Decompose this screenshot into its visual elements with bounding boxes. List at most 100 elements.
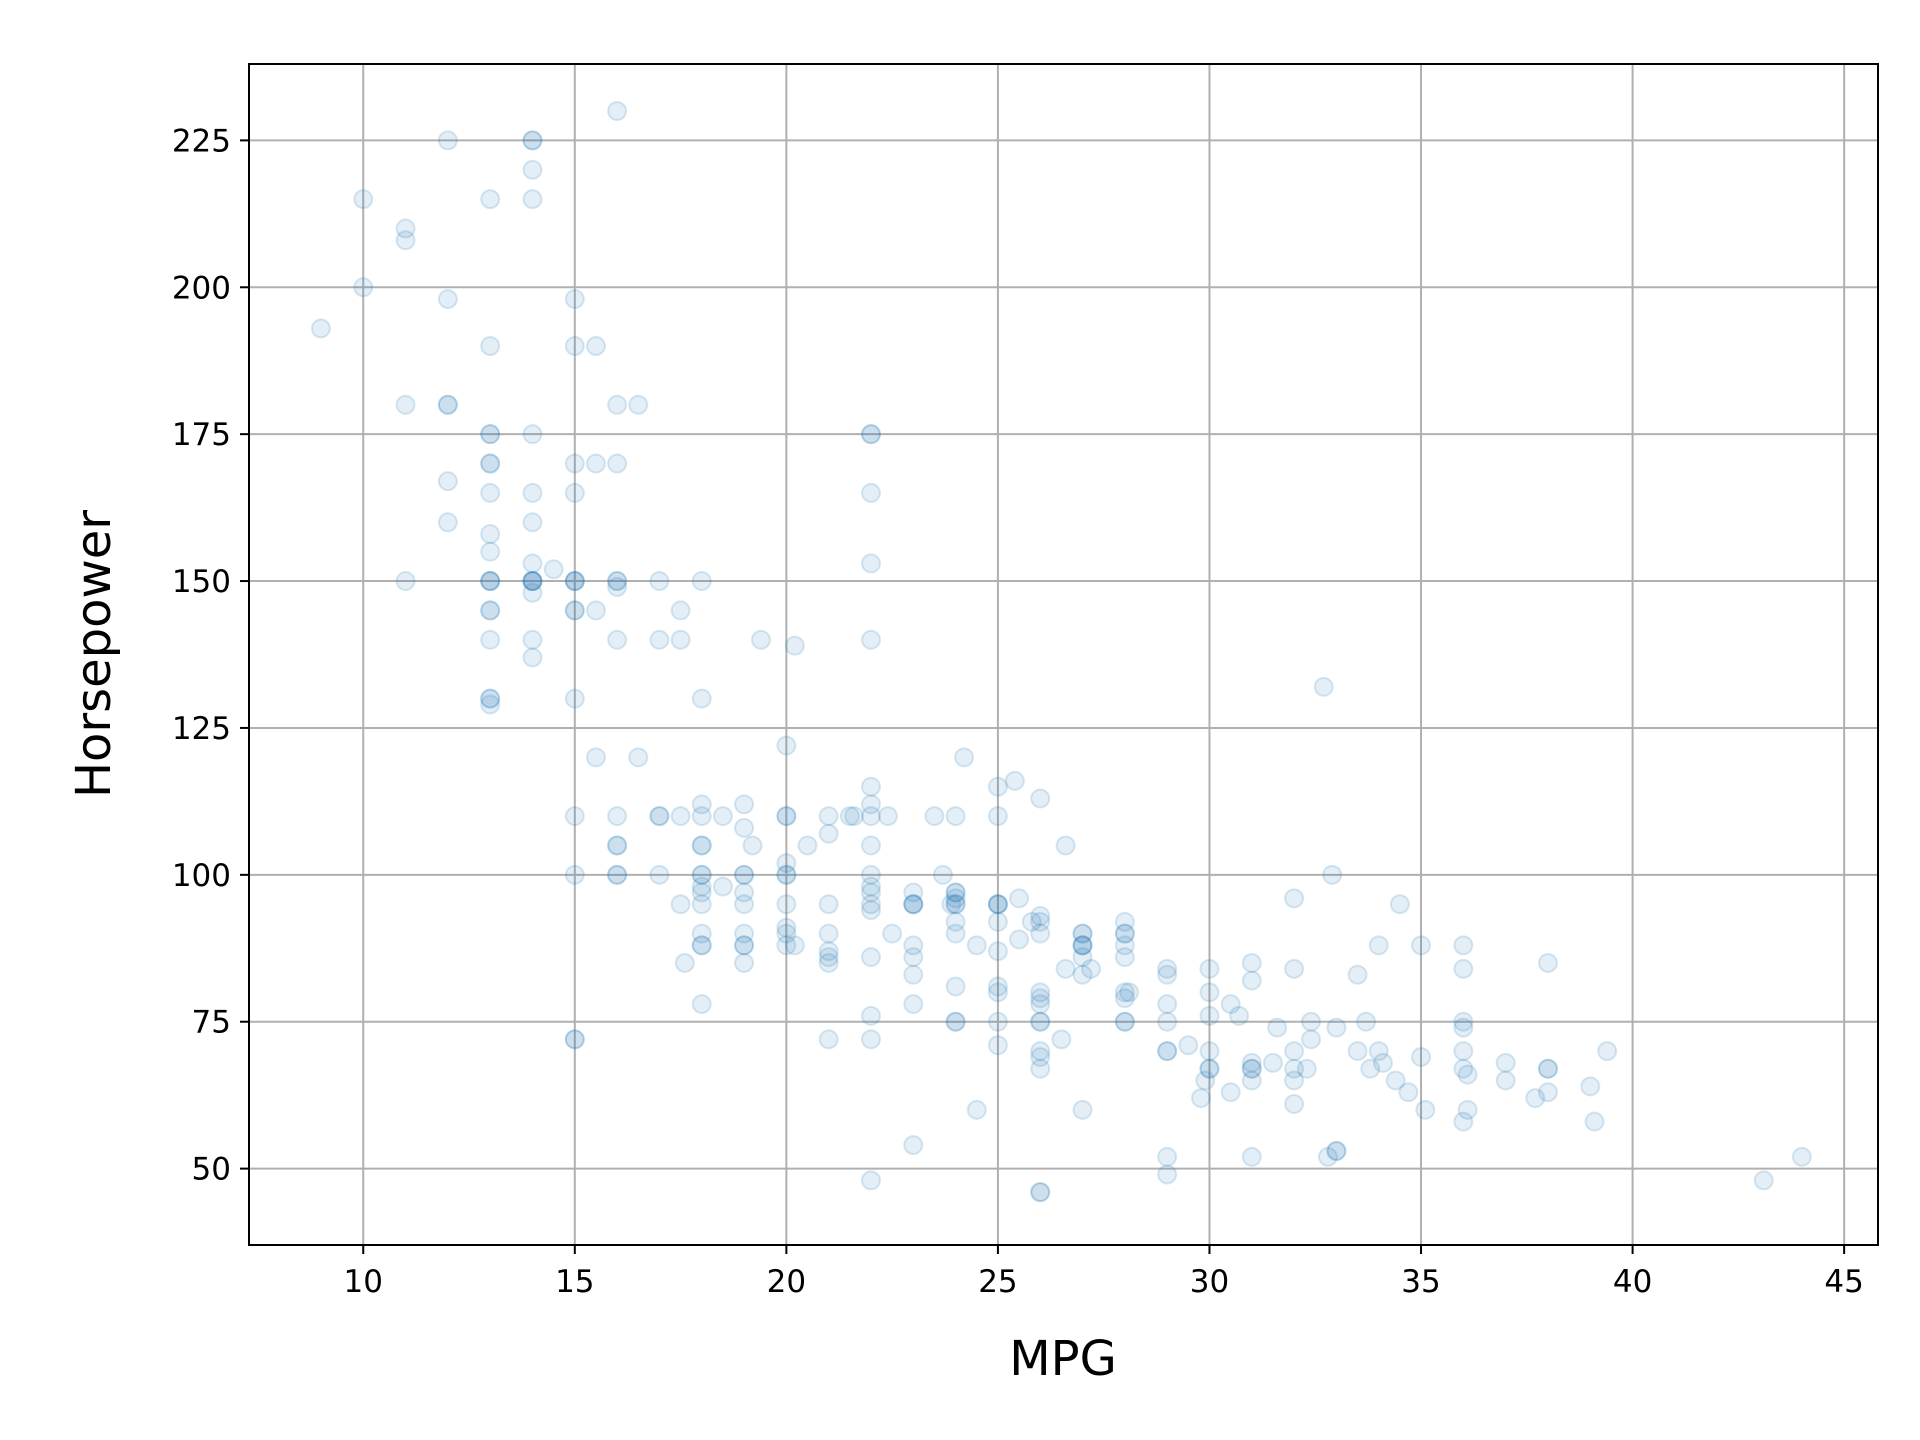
data-point bbox=[522, 647, 543, 668]
data-point bbox=[987, 976, 1008, 997]
data-point bbox=[607, 835, 628, 856]
data-point bbox=[860, 835, 881, 856]
data-point bbox=[1453, 1111, 1474, 1132]
data-point bbox=[1229, 1005, 1250, 1026]
data-point bbox=[1453, 1058, 1474, 1079]
data-point bbox=[607, 576, 628, 597]
data-point bbox=[1537, 1082, 1558, 1103]
data-point bbox=[1199, 958, 1220, 979]
x-tick-label: 20 bbox=[767, 1264, 806, 1300]
data-point bbox=[712, 806, 733, 827]
data-point bbox=[860, 806, 881, 827]
data-point bbox=[585, 600, 606, 621]
data-point bbox=[860, 553, 881, 574]
data-point bbox=[1055, 958, 1076, 979]
data-point bbox=[1199, 1005, 1220, 1026]
data-point bbox=[860, 876, 881, 897]
data-point bbox=[1453, 1041, 1474, 1062]
data-point bbox=[480, 600, 501, 621]
data-point bbox=[691, 994, 712, 1015]
data-point bbox=[1284, 958, 1305, 979]
data-point bbox=[691, 935, 712, 956]
data-point bbox=[522, 629, 543, 650]
data-point bbox=[712, 876, 733, 897]
data-point bbox=[691, 882, 712, 903]
data-point bbox=[1326, 1017, 1347, 1038]
data-point bbox=[860, 882, 881, 903]
y-gridlines bbox=[249, 139, 1878, 1170]
data-point bbox=[1241, 952, 1262, 973]
data-point bbox=[1415, 1099, 1436, 1120]
data-point bbox=[1157, 1041, 1178, 1062]
data-point bbox=[860, 947, 881, 968]
x-axis-label: MPG bbox=[1009, 1331, 1117, 1387]
data-point bbox=[1030, 1182, 1051, 1203]
data-point bbox=[1368, 935, 1389, 956]
data-point bbox=[522, 189, 543, 210]
x-tick-label: 15 bbox=[555, 1264, 594, 1300]
data-point bbox=[1030, 988, 1051, 1009]
data-point bbox=[987, 1035, 1008, 1056]
data-point bbox=[1199, 1058, 1220, 1079]
data-point bbox=[1525, 1088, 1546, 1109]
data-point bbox=[1072, 964, 1093, 985]
data-point bbox=[564, 688, 585, 709]
data-point bbox=[1326, 1140, 1347, 1161]
data-point bbox=[1597, 1041, 1618, 1062]
data-point bbox=[903, 894, 924, 915]
data-point bbox=[734, 935, 755, 956]
data-point bbox=[480, 541, 501, 562]
data-point bbox=[1457, 1064, 1478, 1085]
data-point bbox=[691, 935, 712, 956]
data-point bbox=[564, 864, 585, 885]
data-point bbox=[1157, 964, 1178, 985]
data-point bbox=[818, 947, 839, 968]
data-point bbox=[1030, 1058, 1051, 1079]
data-point bbox=[607, 629, 628, 650]
data-point bbox=[480, 694, 501, 715]
data-point bbox=[1030, 788, 1051, 809]
data-point bbox=[1199, 1058, 1220, 1079]
data-point bbox=[932, 864, 953, 885]
x-tick-label: 10 bbox=[344, 1264, 383, 1300]
data-point bbox=[1537, 952, 1558, 973]
data-point bbox=[1368, 1041, 1389, 1062]
data-point bbox=[844, 806, 865, 827]
data-point bbox=[987, 894, 1008, 915]
data-point bbox=[966, 1099, 987, 1120]
data-point bbox=[1385, 1070, 1406, 1091]
data-point bbox=[945, 1011, 966, 1032]
data-point bbox=[734, 817, 755, 838]
data-point bbox=[437, 394, 458, 415]
x-tick-label: 40 bbox=[1613, 1264, 1652, 1300]
data-point bbox=[1241, 1058, 1262, 1079]
data-point bbox=[1009, 888, 1030, 909]
data-point bbox=[784, 935, 805, 956]
data-point bbox=[353, 277, 374, 298]
data-point bbox=[1241, 1070, 1262, 1091]
data-point bbox=[607, 835, 628, 856]
data-point bbox=[1030, 1182, 1051, 1203]
data-point bbox=[564, 289, 585, 310]
data-point bbox=[437, 512, 458, 533]
data-point bbox=[797, 835, 818, 856]
data-point bbox=[691, 571, 712, 592]
data-point bbox=[877, 806, 898, 827]
data-point bbox=[1030, 1011, 1051, 1032]
data-point bbox=[564, 571, 585, 592]
data-point bbox=[628, 394, 649, 415]
data-point bbox=[987, 941, 1008, 962]
data-point bbox=[1157, 994, 1178, 1015]
data-point bbox=[691, 835, 712, 856]
data-point bbox=[1347, 964, 1368, 985]
data-point bbox=[1114, 911, 1135, 932]
data-point bbox=[1457, 1099, 1478, 1120]
data-point bbox=[691, 794, 712, 815]
data-point bbox=[987, 806, 1008, 827]
data-point bbox=[1114, 1011, 1135, 1032]
data-point bbox=[437, 471, 458, 492]
data-point bbox=[1495, 1070, 1516, 1091]
data-point bbox=[734, 864, 755, 885]
data-point bbox=[649, 864, 670, 885]
data-point bbox=[607, 571, 628, 592]
